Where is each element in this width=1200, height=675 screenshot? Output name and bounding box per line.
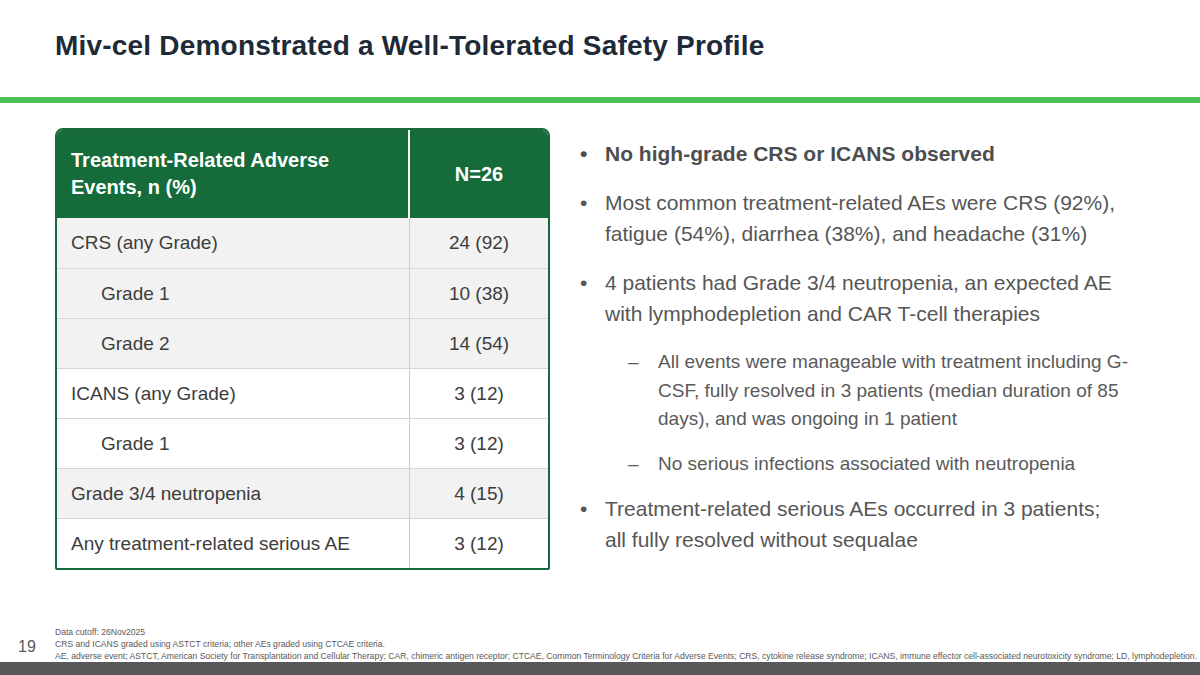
- table-cell-value: 14 (54): [410, 333, 548, 355]
- page-number: 19: [18, 638, 36, 656]
- adverse-events-table: Treatment-Related Adverse Events, n (%) …: [55, 128, 550, 570]
- bullet-text: 4 patients had Grade 3/4 neutropenia, an…: [605, 268, 1125, 329]
- bullet-marker: •: [580, 494, 605, 555]
- table-cell-value: 3 (12): [410, 433, 548, 455]
- table-cell-label: Grade 1: [57, 283, 409, 305]
- table-header-row: Treatment-Related Adverse Events, n (%) …: [57, 130, 548, 218]
- bullet-item: •Most common treatment-related AEs were …: [580, 188, 1180, 249]
- page-title: Miv-cel Demonstrated a Well-Tolerated Sa…: [55, 30, 765, 62]
- footnotes: Data cutoff: 26Nov2025CRS and ICANS grad…: [55, 627, 1200, 662]
- table-cell-value: 24 (92): [410, 232, 548, 254]
- table-body: CRS (any Grade)24 (92)Grade 110 (38)Grad…: [57, 218, 548, 568]
- bullet-text: Most common treatment-related AEs were C…: [605, 188, 1125, 249]
- bullet-item: •No high-grade CRS or ICANS observed: [580, 139, 1180, 169]
- table-header-n-value: N=26: [410, 163, 548, 186]
- table-cell-label: ICANS (any Grade): [57, 383, 409, 405]
- table-cell-label: Any treatment-related serious AE: [57, 533, 409, 555]
- bullet-marker: •: [580, 188, 605, 249]
- dash-marker: –: [628, 450, 658, 479]
- table-row: Grade 214 (54): [57, 318, 548, 368]
- bullet-text: All events were manageable with treatmen…: [658, 348, 1170, 434]
- table-cell-label: Grade 1: [57, 433, 409, 455]
- footnote-line: Data cutoff: 26Nov2025: [55, 627, 1200, 639]
- footnote-line: CRS and ICANS graded using ASTCT criteri…: [55, 639, 1200, 651]
- bullet-item: •Treatment-related serious AEs occurred …: [580, 494, 1180, 555]
- table-row: Grade 110 (38): [57, 268, 548, 318]
- table-cell-value: 3 (12): [410, 533, 548, 555]
- table-cell-label: CRS (any Grade): [57, 232, 409, 254]
- sub-bullet-item: –No serious infections associated with n…: [628, 450, 1180, 479]
- table-row: Grade 13 (12): [57, 418, 548, 468]
- table-cell-value: 4 (15): [410, 483, 548, 505]
- green-accent-rule: [0, 97, 1200, 103]
- bullet-text: No high-grade CRS or ICANS observed: [605, 139, 1125, 169]
- table-header-label: Treatment-Related Adverse Events, n (%): [57, 147, 408, 201]
- table-cell-value: 3 (12): [410, 383, 548, 405]
- table-cell-value: 10 (38): [410, 283, 548, 305]
- bullet-marker: •: [580, 139, 605, 169]
- table-row: Any treatment-related serious AE3 (12): [57, 518, 548, 568]
- table-row: ICANS (any Grade)3 (12): [57, 368, 548, 418]
- bullet-marker: •: [580, 268, 605, 329]
- sub-bullet-item: –All events were manageable with treatme…: [628, 348, 1180, 434]
- table-cell-label: Grade 2: [57, 333, 409, 355]
- footer-bar: [0, 662, 1200, 675]
- bullet-list: •No high-grade CRS or ICANS observed•Mos…: [580, 139, 1180, 574]
- table-cell-label: Grade 3/4 neutropenia: [57, 483, 409, 505]
- table-row: CRS (any Grade)24 (92): [57, 218, 548, 268]
- dash-marker: –: [628, 348, 658, 434]
- bullet-text: Treatment-related serious AEs occurred i…: [605, 494, 1125, 555]
- footnote-line: AE, adverse event; ASTCT, American Socie…: [55, 651, 1200, 663]
- bullet-text: No serious infections associated with ne…: [658, 450, 1170, 479]
- bullet-item: •4 patients had Grade 3/4 neutropenia, a…: [580, 268, 1180, 329]
- table-row: Grade 3/4 neutropenia4 (15): [57, 468, 548, 518]
